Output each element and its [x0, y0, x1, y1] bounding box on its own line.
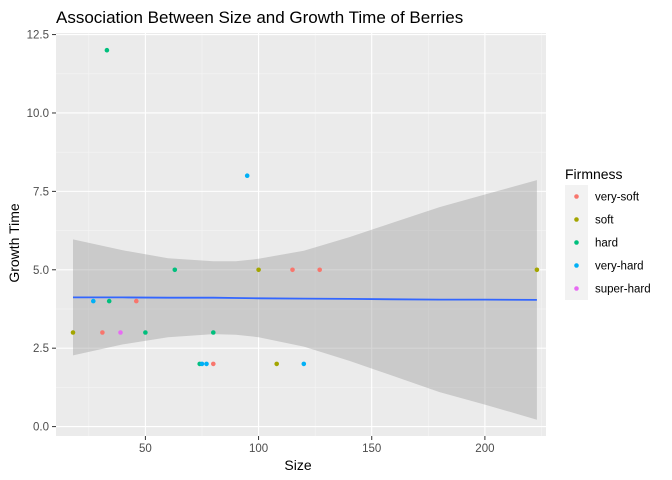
- data-point-very-hard: [244, 173, 250, 178]
- smooth-line: [73, 296, 537, 301]
- data-point-hard: [143, 330, 148, 335]
- x-tick-label: 200: [475, 443, 494, 455]
- legend: Firmness very-soft soft hard very-hard super…: [565, 166, 651, 300]
- data-point-very-soft: [100, 330, 105, 335]
- minor-gridlines: [56, 33, 546, 436]
- data-point-very-soft: [134, 298, 139, 304]
- data-points: [70, 47, 540, 367]
- legend-title: Firmness: [565, 166, 623, 182]
- data-point-very-hard: [199, 361, 205, 367]
- legend-marker-hard: [574, 240, 579, 245]
- data-point-soft: [70, 330, 76, 335]
- legend-label-super-hard: super-hard: [595, 284, 651, 296]
- data-point-very-hard: [204, 361, 209, 367]
- confidence-band: [73, 180, 537, 420]
- chart-title: Association Between Size and Growth Time…: [56, 8, 463, 27]
- legend-marker-soft: [574, 217, 579, 222]
- smooth-line-path: [73, 296, 537, 301]
- data-point-hard: [211, 330, 216, 335]
- data-point-very-soft: [290, 267, 295, 273]
- y-tick-label: 7.5: [33, 186, 49, 198]
- data-point-very-hard: [301, 361, 307, 367]
- data-point-very-hard: [91, 298, 96, 304]
- y-axis-title: Growth Time: [6, 203, 22, 283]
- x-tick-label: 150: [362, 443, 381, 455]
- legend-marker-very-soft: [574, 194, 579, 199]
- data-point-soft: [256, 267, 261, 273]
- major-gridlines: [56, 33, 546, 436]
- x-tick-label: 100: [249, 443, 268, 455]
- y-axis: 0.0 2.5 5.0 7.5 10.0 12.5: [27, 30, 56, 434]
- data-point-hard: [104, 47, 110, 53]
- x-tick-label: 50: [139, 443, 152, 455]
- plot-panel: [56, 33, 546, 436]
- data-point-soft: [274, 361, 280, 367]
- legend-label-very-soft: very-soft: [595, 192, 640, 204]
- y-tick-label: 5.0: [33, 265, 49, 277]
- data-point-very-soft: [317, 267, 323, 273]
- confidence-band-area: [73, 180, 537, 420]
- data-point-super-hard: [118, 330, 123, 335]
- y-tick-label: 0.0: [33, 422, 49, 434]
- legend-marker-very-hard: [574, 263, 579, 268]
- x-axis-title: Size: [284, 457, 311, 473]
- data-point-very-soft: [211, 361, 216, 367]
- data-point-hard: [106, 298, 112, 304]
- legend-label-hard: hard: [595, 238, 618, 250]
- data-point-hard: [172, 267, 178, 273]
- x-axis: 50 100 150 200: [139, 436, 494, 455]
- y-tick-label: 2.5: [33, 343, 49, 355]
- y-tick-label: 12.5: [27, 30, 49, 42]
- data-point-soft: [534, 267, 540, 273]
- legend-marker-super-hard: [574, 286, 579, 291]
- y-tick-label: 10.0: [27, 108, 49, 120]
- legend-label-very-hard: very-hard: [595, 261, 644, 273]
- legend-label-soft: soft: [595, 215, 614, 227]
